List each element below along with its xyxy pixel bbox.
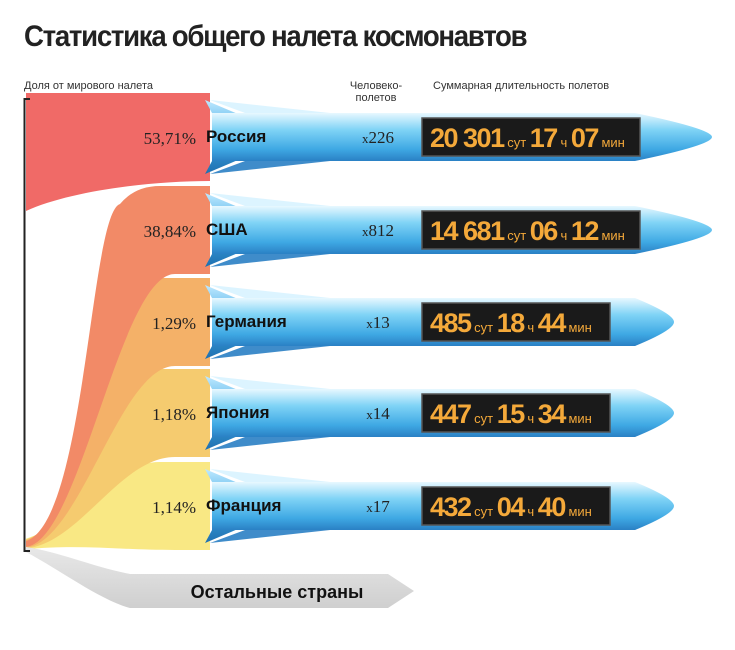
rest-countries-label: Остальные страны (191, 582, 364, 602)
duration-display-japan: 447 сут 15 ч 34 мин (421, 393, 611, 433)
country-label-france: Франция (206, 496, 281, 515)
duration-text-france: 432 сут 04 ч 40 мин (430, 492, 592, 522)
rocket-germany: Германия 1,29% x13 485 сут 18 ч 44 мин (152, 285, 674, 359)
rocket-fin-highlight (210, 469, 330, 482)
flights-label-usa: x812 (362, 221, 394, 240)
rocket-fin-highlight (210, 100, 330, 113)
share-band-france (26, 462, 210, 550)
rest-countries-group: Остальные страны (26, 547, 414, 608)
country-label-usa: США (206, 220, 248, 239)
share-band-russia (26, 93, 210, 211)
duration-text-usa: 14 681 сут 06 ч 12 мин (430, 216, 625, 246)
share-bands (26, 93, 210, 550)
duration-text-russia: 20 301 сут 17 ч 07 мин (430, 123, 625, 153)
share-label-usa: 38,84% (144, 222, 196, 241)
rocket-fin-highlight (210, 285, 330, 298)
rocket-fin-shadow (210, 254, 330, 267)
rocket-france: Франция 1,14% x17 432 сут 04 ч 40 мин (152, 469, 674, 543)
duration-header: Суммарная длительность полетов (433, 80, 610, 92)
rockets: Россия 53,71% x226 20 301 сут 17 ч 07 мин СШ… (144, 100, 712, 543)
country-label-russia: Россия (206, 127, 266, 146)
chart-title: Статистика общего налета космонавтов (24, 20, 528, 53)
flights-label-russia: x226 (362, 128, 394, 147)
rocket-fin-highlight (210, 376, 330, 389)
flights-label-france: x17 (366, 497, 390, 516)
duration-display-bg (421, 393, 611, 433)
duration-display-usa: 14 681 сут 06 ч 12 мин (421, 210, 641, 250)
country-label-germany: Германия (206, 312, 287, 331)
duration-display-france: 432 сут 04 ч 40 мин (421, 486, 611, 526)
share-label-france: 1,14% (152, 498, 196, 517)
rocket-fin-shadow (210, 530, 330, 543)
rocket-fin-highlight (210, 193, 330, 206)
rocket-fin-shadow (210, 346, 330, 359)
duration-display-russia: 20 301 сут 17 ч 07 мин (421, 117, 641, 157)
rocket-russia: Россия 53,71% x226 20 301 сут 17 ч 07 мин (144, 100, 712, 174)
share-label-germany: 1,29% (152, 314, 196, 333)
share-label-japan: 1,18% (152, 405, 196, 424)
duration-text-japan: 447 сут 15 ч 34 мин (430, 399, 592, 429)
rocket-japan: Япония 1,18% x14 447 сут 15 ч 34 мин (152, 376, 674, 450)
duration-display-bg (421, 302, 611, 342)
flights-label-germany: x13 (366, 313, 390, 332)
rest-countries-arrow (26, 547, 414, 608)
duration-text-germany: 485 сут 18 ч 44 мин (430, 308, 592, 338)
rocket-fin-shadow (210, 437, 330, 450)
share-band-usa (26, 186, 210, 547)
share-label-russia: 53,71% (144, 129, 196, 148)
flights-label-japan: x14 (366, 404, 390, 423)
share-header: Доля от мирового налета (24, 80, 153, 92)
duration-display-germany: 485 сут 18 ч 44 мин (421, 302, 611, 342)
duration-display-bg (421, 210, 641, 250)
rocket-usa: США 38,84% x812 14 681 сут 06 ч 12 мин (144, 193, 712, 267)
rocket-fin-shadow (210, 161, 330, 174)
duration-display-bg (421, 486, 611, 526)
duration-display-bg (421, 117, 641, 157)
country-label-japan: Япония (206, 403, 270, 422)
flights-header: Человеко- полетов (349, 80, 403, 104)
